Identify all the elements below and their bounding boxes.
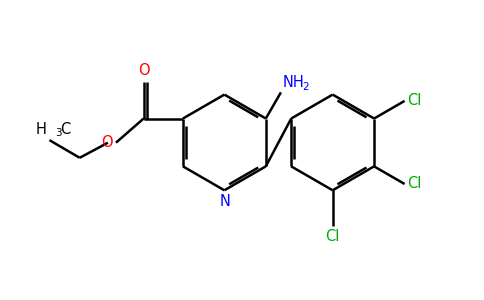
Text: Cl: Cl [325, 229, 340, 244]
Text: O: O [101, 135, 113, 150]
Text: NH: NH [283, 75, 305, 90]
Text: 2: 2 [302, 82, 309, 92]
Text: H: H [36, 122, 46, 137]
Text: N: N [220, 194, 231, 209]
Text: C: C [60, 122, 71, 137]
Text: Cl: Cl [407, 176, 421, 191]
Text: 3: 3 [55, 128, 61, 138]
Text: Cl: Cl [407, 93, 421, 108]
Text: O: O [138, 63, 150, 78]
